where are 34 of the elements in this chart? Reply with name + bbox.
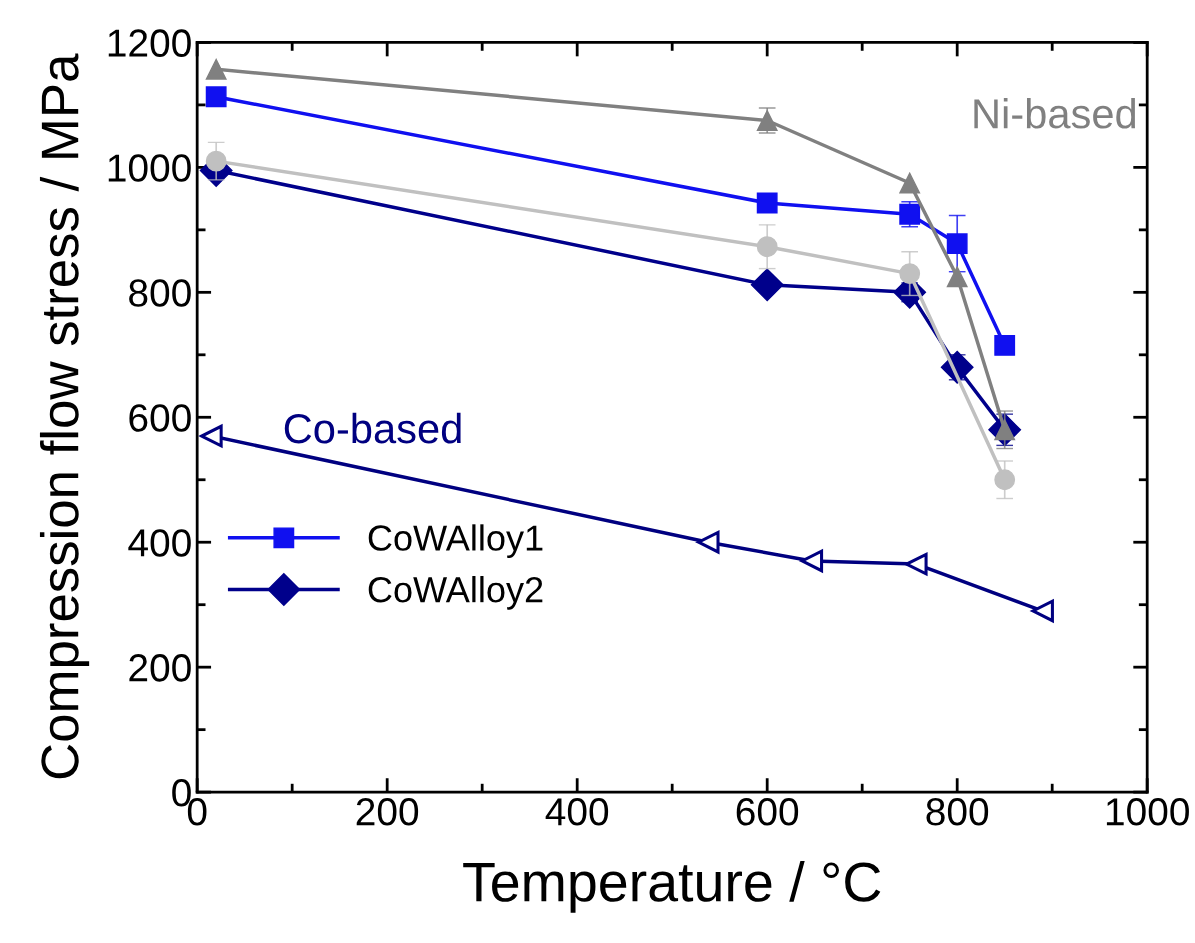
x-axis-title: Temperature / °C [463, 861, 881, 913]
x-tick-label: 800 [926, 798, 989, 826]
point [899, 172, 921, 194]
point [905, 552, 928, 576]
point [994, 335, 1016, 356]
legend-label: CoWAlloy1 [368, 524, 543, 558]
annotation: Co-based [284, 412, 461, 444]
point [946, 233, 968, 255]
x-tick-label: 400 [545, 798, 609, 826]
y-tick-label: 600 [129, 404, 191, 432]
point [750, 268, 784, 302]
x-tick-label: 200 [356, 798, 419, 826]
legend-label: CoWAlloy2 [368, 576, 543, 610]
point [200, 424, 223, 448]
point [205, 150, 227, 172]
x-tick-label: 1000 [1106, 798, 1189, 826]
point [205, 58, 227, 80]
point [946, 266, 968, 288]
point [994, 469, 1016, 491]
annotation: Ni-based [974, 97, 1136, 129]
point [756, 236, 778, 258]
x-tick-label: 600 [736, 798, 799, 826]
y-axis-title: Compression flow stress / MPa [39, 53, 90, 779]
point [800, 549, 824, 573]
y-tick-label: 200 [129, 654, 191, 682]
point [205, 86, 227, 108]
y-tick-label: 1200 [108, 29, 191, 57]
y-tick-label: 400 [128, 529, 191, 557]
point [697, 530, 720, 554]
y-tick-label: 800 [129, 279, 191, 307]
y-tick-label: 1000 [108, 154, 191, 182]
point [1031, 599, 1054, 623]
point [756, 192, 778, 214]
point [899, 263, 921, 285]
